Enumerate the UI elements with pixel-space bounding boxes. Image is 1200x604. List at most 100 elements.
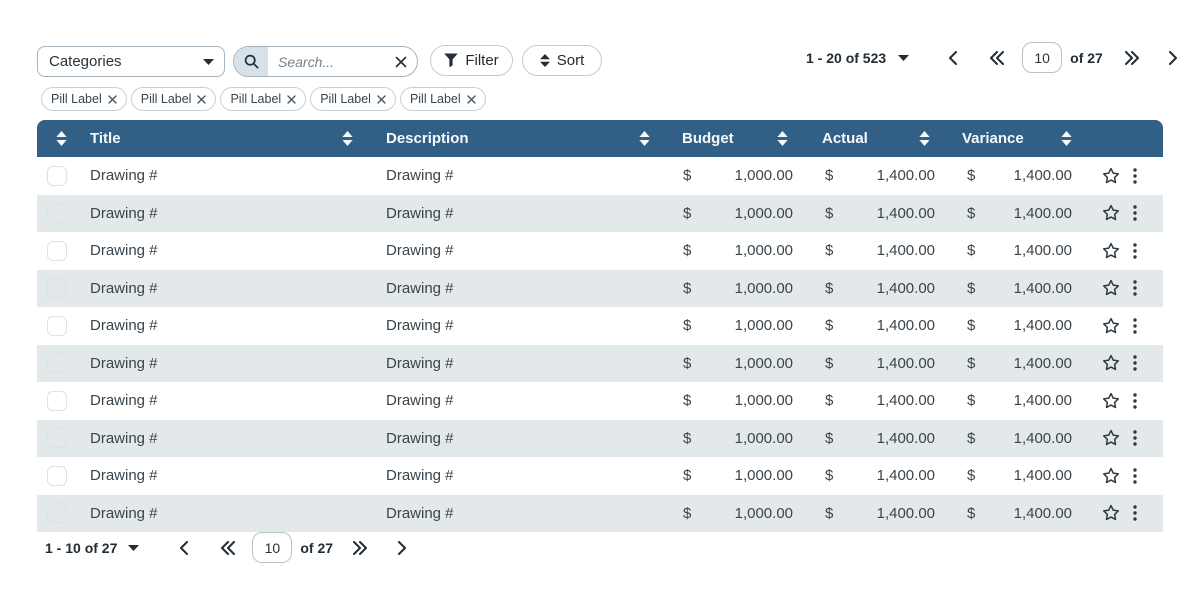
favorite-star-icon[interactable] <box>1102 429 1120 447</box>
row-select-cell <box>37 157 85 195</box>
filter-pill[interactable]: Pill Label <box>130 87 217 111</box>
row-menu-kebab-icon[interactable] <box>1133 393 1137 409</box>
row-checkbox[interactable] <box>47 315 67 336</box>
header-description[interactable]: Description <box>360 120 662 157</box>
range-caret-icon[interactable] <box>898 54 910 61</box>
column-sort-icon[interactable] <box>55 131 67 146</box>
remove-pill-icon[interactable] <box>287 94 296 104</box>
categories-dropdown[interactable]: Categories <box>37 46 225 77</box>
row-actions-cell <box>1082 495 1163 533</box>
first-page-icon[interactable] <box>990 50 1005 65</box>
favorite-star-icon[interactable] <box>1102 467 1120 485</box>
filter-pill[interactable]: Pill Label <box>310 87 396 111</box>
next-page-icon[interactable] <box>1168 50 1177 65</box>
row-actions-cell <box>1082 157 1163 195</box>
search-box[interactable] <box>233 46 418 77</box>
next-page-icon[interactable] <box>398 540 407 555</box>
variance-value: 1,400.00 <box>1013 242 1072 260</box>
filter-pill-label: Pill Label <box>320 92 371 106</box>
row-checkbox[interactable] <box>47 278 67 299</box>
row-menu-kebab-icon[interactable] <box>1133 280 1137 296</box>
row-menu-kebab-icon[interactable] <box>1133 355 1137 371</box>
row-select-cell <box>37 345 85 383</box>
favorite-star-icon[interactable] <box>1102 392 1120 410</box>
prev-page-icon[interactable] <box>180 540 189 555</box>
favorite-star-icon[interactable] <box>1102 354 1120 372</box>
search-input[interactable] <box>268 53 391 70</box>
row-title-cell: Drawing # <box>90 317 158 335</box>
column-sort-icon[interactable] <box>777 131 788 146</box>
row-checkbox[interactable] <box>47 465 67 486</box>
budget-value: 1,000.00 <box>734 204 793 222</box>
first-page-icon[interactable] <box>221 540 236 555</box>
actual-value: 1,400.00 <box>876 504 935 522</box>
row-menu-kebab-icon[interactable] <box>1133 505 1137 521</box>
pagination-top: 1 - 20 of 523 of 27 <box>806 42 1177 73</box>
range-caret-icon[interactable] <box>128 544 140 551</box>
favorite-star-icon[interactable] <box>1102 504 1120 522</box>
currency-symbol: $ <box>683 504 692 522</box>
currency-symbol: $ <box>825 317 834 335</box>
header-select-column[interactable] <box>37 120 85 157</box>
row-budget-cell: $ 1,000.00 <box>662 157 803 195</box>
header-actual[interactable]: Actual <box>803 120 945 157</box>
filter-icon <box>444 53 459 68</box>
row-title-cell: Drawing # <box>90 242 158 260</box>
column-sort-icon[interactable] <box>1061 131 1072 146</box>
last-page-icon[interactable] <box>353 540 368 555</box>
row-variance-cell: $ 1,400.00 <box>945 382 1082 420</box>
favorite-star-icon[interactable] <box>1102 242 1120 260</box>
favorite-star-icon[interactable] <box>1102 279 1120 297</box>
column-sort-icon[interactable] <box>639 131 650 146</box>
table-row: Drawing # Drawing # $ 1,000.00 $ 1,400.0… <box>37 344 1163 383</box>
favorite-star-icon[interactable] <box>1102 317 1120 335</box>
header-variance[interactable]: Variance <box>945 120 1082 157</box>
row-select-cell <box>37 382 85 420</box>
range-summary[interactable]: 1 - 20 of 523 <box>806 49 887 66</box>
row-menu-kebab-icon[interactable] <box>1133 168 1137 184</box>
row-checkbox[interactable] <box>47 165 67 186</box>
currency-symbol: $ <box>825 429 834 447</box>
row-checkbox[interactable] <box>47 503 67 524</box>
currency-symbol: $ <box>967 504 976 522</box>
currency-symbol: $ <box>825 467 834 485</box>
column-sort-icon[interactable] <box>919 131 930 146</box>
filter-pill[interactable]: Pill Label <box>399 87 486 111</box>
filter-pill[interactable]: Pill Label <box>41 87 127 111</box>
row-checkbox[interactable] <box>47 203 67 224</box>
sort-button[interactable]: Sort <box>522 45 602 76</box>
row-menu-kebab-icon[interactable] <box>1133 205 1137 221</box>
row-checkbox[interactable] <box>47 428 67 449</box>
page-number-input[interactable] <box>252 532 293 563</box>
row-description-cell: Drawing # <box>386 279 454 297</box>
last-page-icon[interactable] <box>1124 50 1139 65</box>
favorite-star-icon[interactable] <box>1102 167 1120 185</box>
remove-pill-icon[interactable] <box>377 94 386 104</box>
filter-pill[interactable]: Pill Label <box>220 87 307 111</box>
header-budget[interactable]: Budget <box>662 120 803 157</box>
range-summary[interactable]: 1 - 10 of 27 <box>45 539 118 556</box>
search-icon <box>234 47 268 76</box>
filter-button[interactable]: Filter <box>430 45 513 76</box>
row-checkbox[interactable] <box>47 240 67 261</box>
clear-search-icon[interactable] <box>391 56 417 68</box>
remove-pill-icon[interactable] <box>197 94 207 104</box>
actual-value: 1,400.00 <box>876 167 935 185</box>
row-actions-cell <box>1082 457 1163 495</box>
row-menu-kebab-icon[interactable] <box>1133 243 1137 259</box>
prev-page-icon[interactable] <box>949 50 958 65</box>
row-checkbox[interactable] <box>47 353 67 374</box>
row-actual-cell: $ 1,400.00 <box>803 195 945 233</box>
header-title[interactable]: Title <box>85 120 360 157</box>
remove-pill-icon[interactable] <box>108 94 117 104</box>
remove-pill-icon[interactable] <box>466 94 476 104</box>
row-menu-kebab-icon[interactable] <box>1133 468 1137 484</box>
page-number-input[interactable] <box>1022 42 1063 73</box>
column-sort-icon[interactable] <box>342 131 353 146</box>
favorite-star-icon[interactable] <box>1102 204 1120 222</box>
categories-dropdown-label: Categories <box>49 53 122 70</box>
row-menu-kebab-icon[interactable] <box>1133 318 1137 334</box>
row-menu-kebab-icon[interactable] <box>1133 430 1137 446</box>
header-actual-label: Actual <box>822 130 868 147</box>
row-checkbox[interactable] <box>47 390 67 411</box>
